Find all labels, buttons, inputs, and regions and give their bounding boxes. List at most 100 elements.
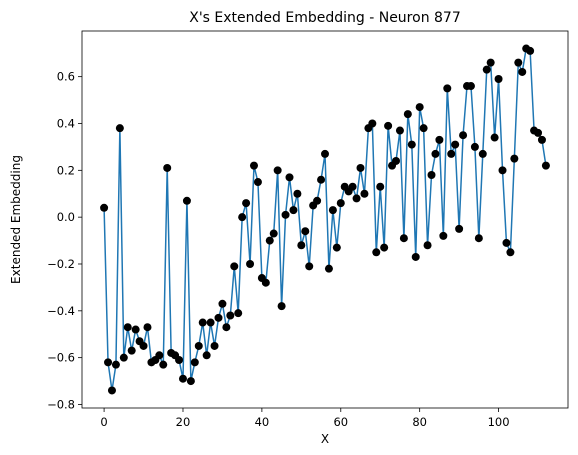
axes-frame (81, 30, 569, 409)
data-point (490, 133, 499, 142)
data-point (336, 199, 345, 208)
data-point (486, 58, 495, 67)
data-point (384, 121, 393, 130)
data-point (222, 323, 231, 332)
data-point (234, 309, 243, 318)
data-point (494, 75, 503, 83)
y-axis-ticks: −0.8 −0.6 −0.4 −0.2 0.0 0.2 0.4 0.6 (47, 70, 82, 411)
data-point (281, 210, 290, 219)
data-point (273, 166, 282, 175)
data-point (104, 358, 113, 367)
data-point (395, 126, 404, 135)
data-point (439, 231, 448, 240)
x-axis-label: X (321, 432, 329, 446)
data-point (470, 142, 479, 151)
data-point (317, 175, 326, 184)
data-point (293, 189, 302, 198)
y-tick-label: −0.4 (47, 304, 75, 318)
y-tick-label: −0.8 (47, 397, 75, 411)
data-point (111, 360, 120, 369)
x-axis-ticks: 0 20 40 60 80 100 (100, 408, 510, 429)
data-point (423, 241, 432, 250)
data-point (376, 182, 385, 191)
data-point (328, 206, 337, 215)
data-point (411, 252, 420, 261)
data-point (277, 302, 286, 311)
data-point (119, 353, 128, 362)
data-point (392, 156, 401, 165)
data-point (356, 163, 365, 172)
data-point (348, 182, 357, 191)
chart-title: X's Extended Embedding - Neuron 877 (189, 10, 461, 26)
x-tick-label: 100 (488, 415, 510, 429)
data-point (265, 236, 274, 245)
data-point (431, 149, 440, 158)
data-point (474, 234, 483, 243)
data-point (415, 103, 424, 112)
data-point (534, 128, 543, 137)
data-point (435, 135, 444, 144)
data-point (269, 229, 278, 238)
data-point (537, 135, 546, 144)
data-point (249, 161, 258, 170)
x-tick-label: 20 (176, 415, 191, 429)
data-point (214, 313, 223, 322)
data-point (261, 278, 270, 287)
data-point (107, 386, 116, 395)
data-point (139, 341, 148, 350)
data-point (324, 264, 333, 273)
data-point (163, 163, 172, 172)
data-point (321, 149, 329, 158)
data-point (100, 203, 109, 212)
data-point (210, 341, 219, 350)
data-point (498, 166, 507, 175)
data-point (123, 323, 132, 332)
data-point (518, 67, 527, 76)
data-point (115, 124, 124, 133)
data-point (218, 299, 227, 308)
data-point (242, 199, 251, 208)
y-tick-label: −0.2 (47, 257, 75, 271)
data-point (305, 262, 314, 271)
y-tick-label: 0.2 (57, 163, 75, 177)
data-point (352, 194, 361, 203)
data-point (230, 262, 239, 271)
data-point (541, 161, 550, 170)
y-tick-label: 0.4 (57, 116, 75, 130)
data-point (175, 356, 184, 364)
data-point (186, 377, 195, 386)
data-point (380, 243, 389, 252)
data-point (332, 243, 341, 252)
data-point (159, 360, 168, 369)
y-tick-label: 0.6 (57, 70, 75, 84)
y-tick-label: 0.0 (57, 210, 75, 224)
data-point (246, 259, 255, 268)
x-tick-label: 80 (412, 415, 427, 429)
data-point (459, 131, 468, 140)
data-point (514, 58, 523, 67)
data-point (482, 65, 491, 74)
data-point (301, 227, 310, 236)
y-axis-label: Extended Embedding (9, 155, 23, 284)
x-tick-label: 40 (255, 415, 270, 429)
data-point (427, 171, 436, 180)
data-point (253, 178, 262, 187)
data-point (289, 206, 298, 215)
data-point (407, 140, 416, 149)
data-point (368, 119, 377, 128)
data-point (455, 224, 464, 233)
data-point (155, 351, 164, 360)
data-point (178, 374, 187, 383)
x-tick-label: 60 (333, 415, 348, 429)
data-point (502, 238, 511, 247)
data-point (238, 213, 247, 222)
data-point (372, 248, 381, 257)
data-point (206, 318, 215, 327)
data-point (190, 358, 199, 367)
data-point (443, 84, 452, 93)
data-point (506, 248, 515, 257)
data-point (297, 241, 306, 250)
data-point (202, 351, 211, 360)
